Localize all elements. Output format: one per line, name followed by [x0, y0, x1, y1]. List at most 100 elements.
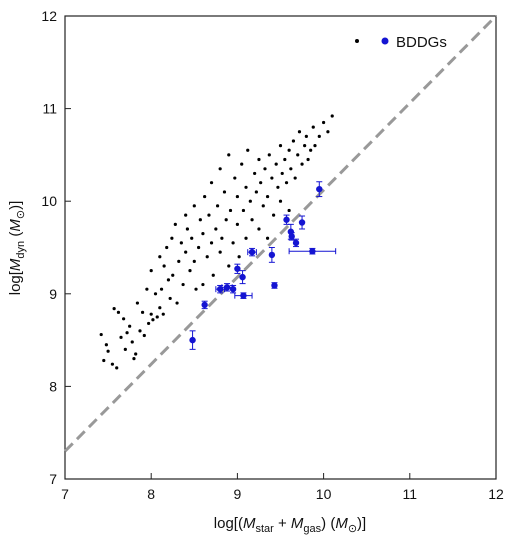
bddg-point-group: [271, 282, 278, 289]
comparison-point: [130, 340, 134, 344]
bddg-point-group: [288, 232, 295, 241]
axis-label-part: )]: [357, 515, 366, 532]
axis-label-part: M: [291, 515, 304, 532]
bddg-point-group: [292, 238, 300, 248]
comparison-point: [296, 153, 300, 157]
comparison-point: [231, 241, 235, 245]
axis-label-part: ) (: [321, 515, 335, 532]
bddg-point-group: [189, 330, 196, 350]
comparison-point: [138, 329, 142, 333]
comparison-point: [278, 199, 283, 203]
comparison-point: [192, 204, 196, 208]
bddg-point-group: [239, 270, 246, 285]
comparison-point: [115, 366, 119, 370]
axis-label-part: M: [7, 258, 24, 271]
comparison-point: [153, 292, 158, 296]
comparison-point: [244, 236, 248, 240]
comparison-point: [293, 176, 297, 180]
plot-area: [64, 15, 497, 480]
axis-label-part: log[: [7, 270, 24, 295]
comparison-point: [112, 307, 116, 311]
comparison-point: [215, 204, 220, 208]
bddg-point: [316, 185, 323, 193]
comparison-point: [211, 273, 215, 277]
comparison-point: [190, 236, 194, 240]
x-tick-label: 8: [147, 486, 155, 502]
y-tick-label: 11: [42, 101, 57, 117]
comparison-point: [214, 227, 218, 231]
comparison-point: [283, 157, 287, 162]
comparison-point: [218, 250, 222, 254]
comparison-point: [274, 162, 278, 166]
bddg-point-group: [247, 247, 257, 257]
comparison-point: [205, 255, 209, 259]
bddg-point: [201, 301, 208, 309]
comparison-point: [116, 310, 121, 314]
comparison-point: [188, 269, 192, 273]
comparison-point: [128, 324, 132, 328]
comparison-point: [171, 273, 175, 277]
bddg-point-group: [288, 247, 337, 255]
comparison-point: [265, 194, 270, 199]
comparison-point: [151, 318, 155, 322]
comparison-point: [246, 148, 250, 152]
comparison-point: [177, 259, 181, 263]
comparison-point: [147, 321, 151, 326]
comparison-point: [173, 222, 177, 226]
bddg-point: [240, 292, 247, 299]
bddg-point: [288, 233, 295, 240]
plot-frame: [64, 15, 497, 480]
comparison-point: [192, 259, 196, 263]
comparison-point: [276, 185, 280, 189]
y-tick-label: 7: [49, 471, 57, 487]
x-tick-label: 7: [61, 486, 69, 502]
comparison-point: [110, 362, 115, 366]
comparison-point: [203, 194, 207, 199]
comparison-point: [233, 176, 237, 180]
comparison-point: [198, 218, 202, 222]
comparison-point: [253, 171, 257, 176]
y-axis-label: log[Mdyn (M⊙)]: [7, 201, 27, 296]
comparison-point: [184, 250, 188, 254]
x-tick-label: 9: [234, 486, 242, 502]
comparison-point: [168, 296, 172, 301]
x-tick-label: 10: [316, 486, 332, 502]
comparison-point: [218, 167, 222, 171]
comparison-point: [330, 114, 334, 118]
axis-label-part: M: [243, 515, 256, 532]
comparison-point: [241, 208, 246, 213]
bddg-point-group: [268, 247, 276, 263]
comparison-point: [311, 125, 315, 129]
comparison-point: [194, 287, 198, 291]
comparison-point: [149, 312, 153, 316]
bddg-point-group: [234, 263, 241, 274]
comparison-point: [280, 171, 284, 176]
comparison-point: [170, 236, 174, 240]
comparison-point: [181, 282, 185, 287]
comparison-series: [99, 114, 334, 370]
comparison-point: [159, 287, 164, 291]
axis-label-part: log[(: [214, 515, 243, 532]
comparison-point: [102, 358, 106, 363]
y-tick-label: 10: [41, 193, 57, 209]
comparison-point: [197, 245, 201, 250]
comparison-point: [228, 208, 233, 213]
y-tick-label: 8: [49, 378, 57, 394]
comparison-point: [145, 287, 149, 291]
reference-line-group: [63, 14, 498, 453]
comparison-point: [158, 255, 162, 259]
bddg-point-group: [298, 215, 306, 230]
comparison-point: [201, 282, 205, 287]
comparison-point: [270, 176, 274, 180]
comparison-point: [259, 181, 263, 185]
comparison-point: [278, 144, 283, 148]
comparison-point: [257, 227, 261, 231]
y-tick-label: 12: [41, 8, 57, 24]
axes: 7 8 9 10 11 12 7 8 9 10 11 12: [41, 8, 504, 502]
comparison-point: [250, 218, 254, 222]
comparison-point: [261, 204, 265, 208]
comparison-point: [158, 306, 162, 310]
axis-label-part: (: [7, 232, 24, 241]
comparison-point: [179, 241, 183, 245]
